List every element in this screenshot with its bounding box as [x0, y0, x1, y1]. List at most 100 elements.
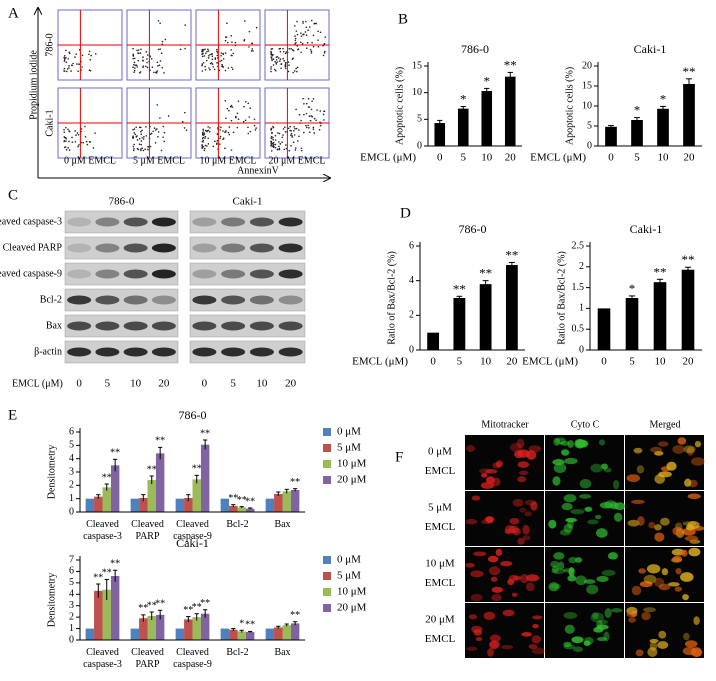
bar	[481, 91, 493, 146]
cell	[532, 615, 543, 620]
event-dot	[300, 41, 302, 44]
event-dot	[212, 145, 215, 148]
event-dot	[227, 131, 230, 134]
cell	[550, 583, 561, 589]
lane-label: 0	[76, 378, 82, 390]
legend-swatch	[323, 444, 331, 452]
cell	[682, 521, 697, 526]
bar	[130, 498, 140, 512]
blot-band	[123, 243, 148, 253]
cell	[565, 517, 577, 523]
cell	[686, 524, 695, 531]
event-dot	[280, 63, 283, 66]
event-dot	[77, 70, 79, 72]
event-dot	[184, 24, 187, 26]
event-dot	[207, 55, 210, 57]
event-dot	[282, 134, 284, 136]
blot-band	[192, 295, 217, 305]
lane-label: 10	[256, 378, 268, 390]
event-dot	[132, 55, 135, 57]
legend-label: 0 μM	[337, 426, 361, 438]
cell	[553, 463, 567, 474]
cell	[563, 641, 572, 648]
x-tick-label: 10	[481, 152, 493, 164]
cell	[483, 611, 496, 620]
cell	[592, 612, 599, 620]
event-dot	[254, 129, 257, 131]
blot-strip	[189, 210, 306, 234]
label-line: PARP	[135, 531, 160, 542]
event-dot	[303, 33, 305, 35]
event-dot	[284, 65, 287, 68]
cell	[657, 641, 669, 649]
event-dot	[235, 116, 237, 119]
cell	[660, 517, 670, 526]
cell	[480, 482, 495, 489]
lane-label: 5	[105, 378, 111, 390]
event-dot	[80, 128, 83, 130]
blot-band	[278, 321, 303, 331]
event-dot	[272, 136, 274, 139]
legend-swatch	[323, 428, 331, 436]
event-dot	[211, 63, 214, 65]
event-dot	[65, 49, 67, 52]
event-dot	[204, 129, 207, 132]
label-line: caspase-3	[83, 531, 122, 542]
event-dot	[64, 136, 67, 139]
event-dot	[316, 109, 318, 111]
cell	[672, 444, 685, 454]
event-dot	[237, 100, 240, 102]
y-tick-label: 2	[69, 480, 74, 491]
event-dot	[134, 64, 137, 67]
y-tick-label: 1.5	[572, 282, 585, 293]
cell	[643, 574, 657, 584]
event-dot	[65, 148, 68, 151]
event-dot	[159, 117, 161, 119]
cell	[684, 535, 699, 542]
event-dot	[292, 71, 294, 74]
event-dot	[88, 50, 91, 53]
event-dot	[74, 130, 76, 132]
y-tick-label: 2	[579, 261, 584, 272]
blot-band	[123, 217, 148, 227]
event-dot	[132, 137, 134, 139]
x-tick-label: Cleaved PARP	[131, 647, 164, 670]
event-dot	[75, 134, 77, 136]
legend-label: 0 μM	[337, 554, 361, 566]
event-dot	[253, 118, 256, 120]
event-dot	[219, 60, 221, 62]
cell	[491, 593, 502, 602]
cell	[512, 575, 522, 581]
cell	[470, 570, 484, 578]
event-dot	[209, 68, 211, 71]
significance: **	[110, 448, 120, 459]
x-tick-label: 20	[683, 356, 695, 368]
blot-group: Caki-1	[233, 196, 263, 208]
event-dot	[68, 140, 70, 143]
event-dot	[132, 66, 134, 68]
x-tick-label: 5	[461, 152, 467, 164]
event-dot	[134, 133, 137, 136]
x-tick-label: 0	[437, 152, 443, 164]
event-dot	[157, 135, 159, 138]
lane-label: 20	[285, 378, 297, 390]
bar	[265, 628, 275, 640]
event-dot	[296, 33, 299, 36]
x-tick-label: 20	[684, 152, 696, 164]
event-dot	[313, 132, 316, 134]
event-dot	[145, 65, 147, 68]
event-dot	[278, 145, 280, 148]
event-dot	[212, 66, 214, 68]
y-axis-label: Densitometry	[46, 573, 57, 627]
row-label: EMCL	[425, 633, 456, 645]
cell	[584, 506, 593, 512]
y-tick-label: 2.5	[572, 240, 585, 251]
x-axis-label: EMCL (μM)	[352, 356, 408, 368]
bar	[155, 453, 165, 512]
event-dot	[92, 147, 95, 149]
bar	[681, 269, 695, 350]
event-dot	[270, 150, 273, 152]
event-dot	[283, 60, 285, 62]
cell	[648, 521, 655, 529]
event-dot	[296, 20, 298, 23]
